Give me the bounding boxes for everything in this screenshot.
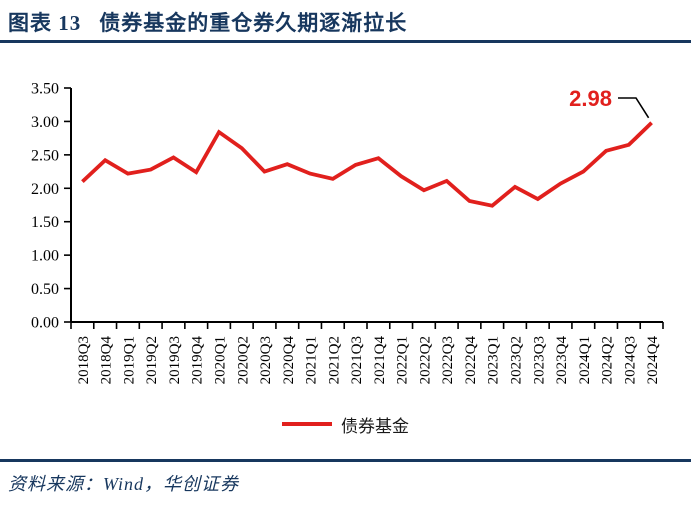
x-axis-label: 2024Q1 — [577, 336, 593, 384]
x-axis-label: 2018Q3 — [76, 336, 92, 384]
x-axis-label: 2020Q4 — [281, 336, 297, 385]
y-axis-label: 2.00 — [31, 181, 59, 198]
x-axis-label: 2020Q3 — [258, 336, 274, 384]
x-axis-label: 2022Q4 — [463, 336, 479, 385]
x-axis-label: 2019Q1 — [121, 336, 137, 384]
footer-divider — [0, 459, 691, 462]
x-axis-label: 2020Q2 — [235, 336, 251, 384]
x-axis-label: 2021Q1 — [304, 336, 320, 384]
x-axis-label: 2024Q4 — [645, 336, 661, 385]
x-axis-label: 2022Q2 — [417, 336, 433, 384]
y-axis-label: 3.50 — [31, 81, 59, 98]
x-axis-label: 2024Q3 — [622, 336, 638, 384]
series-line — [81, 121, 653, 208]
x-axis-label: 2021Q2 — [326, 336, 342, 384]
source-note: 资料来源：Wind，华创证券 — [8, 474, 240, 494]
annotation-label: 2.98 — [569, 86, 612, 111]
y-axis-label: 1.50 — [31, 214, 59, 231]
x-axis-label: 2018Q4 — [99, 336, 115, 385]
x-axis-label: 2024Q2 — [600, 336, 616, 384]
x-axis-label: 2019Q4 — [190, 336, 206, 385]
y-axis-label: 1.00 — [31, 248, 59, 265]
legend-line-swatch — [282, 422, 332, 426]
x-axis-label: 2020Q1 — [213, 336, 229, 384]
annotation-callout — [618, 97, 650, 119]
legend-label: 债券基金 — [341, 416, 409, 436]
x-axis-label: 2021Q4 — [372, 336, 388, 385]
x-axis-label: 2022Q1 — [395, 336, 411, 384]
x-axis-label: 2023Q4 — [554, 336, 570, 385]
x-axis-label: 2019Q3 — [167, 336, 183, 384]
x-axis-label: 2021Q3 — [349, 336, 365, 384]
x-axis-label: 2022Q3 — [440, 336, 456, 384]
y-axis-label: 2.50 — [31, 147, 59, 164]
figure-label: 图表 13 — [8, 11, 82, 35]
legend: 债券基金 — [0, 413, 691, 436]
y-axis-label: 3.00 — [31, 114, 59, 131]
title-divider — [0, 40, 691, 43]
page-title: 债券基金的重仓券久期逐渐拉长 — [99, 11, 408, 35]
x-axis-label: 2023Q2 — [509, 336, 525, 384]
duration-line-chart: 0.00 0.50 1.00 1.50 2.00 2.50 3.00 3.50 2018Q3 20… — [31, 81, 664, 385]
y-axis-label: 0.50 — [31, 281, 59, 298]
figure-header: 图表 13 债券基金的重仓券久期逐渐拉长 — [8, 7, 407, 37]
x-axis-label: 2023Q1 — [486, 336, 502, 384]
x-axis-label: 2019Q2 — [144, 336, 160, 384]
x-axis-label: 2023Q3 — [531, 336, 547, 384]
y-axis-label: 0.00 — [31, 315, 59, 332]
